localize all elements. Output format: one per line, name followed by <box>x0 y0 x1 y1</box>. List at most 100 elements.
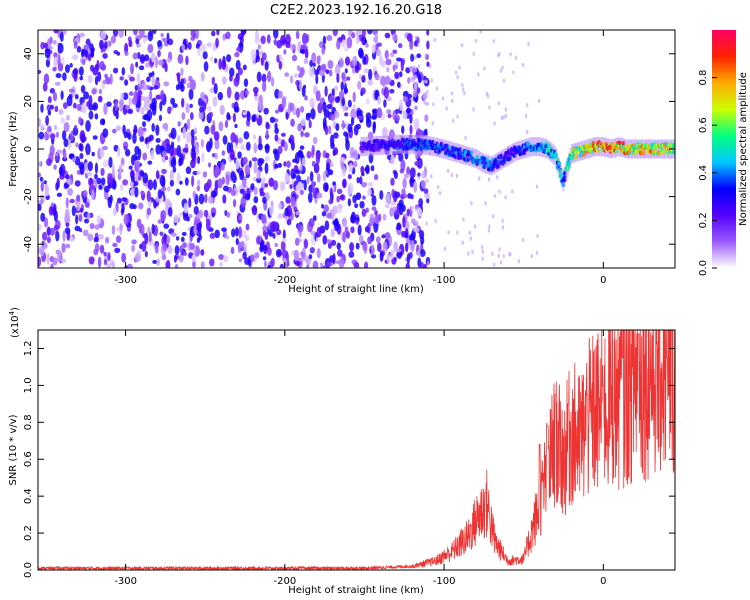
heatmap-cell <box>80 48 85 58</box>
heatmap-cell <box>284 172 290 183</box>
heatmap-cell <box>230 189 236 196</box>
heatmap-cell <box>330 142 335 150</box>
heatmap-cell <box>454 70 458 75</box>
heatmap-cell <box>362 195 366 200</box>
heatmap-cell <box>46 253 50 265</box>
heatmap-cell <box>430 174 433 179</box>
heatmap-cell <box>139 135 145 142</box>
heatmap-cell <box>361 30 366 38</box>
heatmap-cell <box>275 109 280 114</box>
heatmap-cell <box>299 66 305 77</box>
heatmap-cell <box>350 226 355 234</box>
heatmap-cell <box>536 233 539 239</box>
heatmap-cell <box>61 242 66 253</box>
heatmap-cell <box>83 44 90 50</box>
heatmap-cell <box>426 178 429 183</box>
heatmap-cell <box>290 44 295 51</box>
spectrogram-xtick-label: -300 <box>114 275 137 286</box>
heatmap-cell <box>59 31 64 42</box>
heatmap-cell <box>188 88 194 101</box>
heatmap-cell <box>39 245 45 257</box>
heatmap-cell <box>137 250 142 255</box>
heatmap-cell <box>316 55 321 65</box>
heatmap-cell <box>162 37 166 42</box>
heatmap-cell <box>392 190 398 203</box>
heatmap-cell <box>316 226 322 238</box>
heatmap-cell <box>151 97 157 107</box>
heatmap-cell <box>112 207 117 217</box>
heatmap-cell <box>65 197 69 209</box>
heatmap-cell <box>83 218 90 224</box>
heatmap-cell <box>61 130 67 141</box>
heatmap-cell <box>420 179 426 189</box>
heatmap-cell <box>107 251 111 262</box>
heatmap-cell <box>408 234 414 241</box>
heatmap-cell <box>53 224 60 231</box>
heatmap-cell <box>226 86 232 99</box>
heatmap-cell <box>394 114 400 122</box>
heatmap-cell <box>452 118 455 124</box>
heatmap-cell <box>496 175 499 180</box>
heatmap-cell <box>501 65 504 70</box>
heatmap-cell <box>385 192 391 204</box>
heatmap-cell <box>78 116 82 125</box>
heatmap-cell <box>137 94 142 103</box>
heatmap-cell <box>291 54 298 62</box>
heatmap-cell <box>252 176 258 182</box>
heatmap-cell <box>307 192 313 204</box>
heatmap-cell <box>97 95 103 103</box>
heatmap-cell <box>116 125 121 131</box>
heatmap-cell <box>46 158 52 166</box>
heatmap-cell <box>300 117 307 127</box>
heatmap-cell <box>238 258 243 263</box>
heatmap-cell <box>390 177 395 186</box>
heatmap-cell <box>330 239 337 247</box>
heatmap-cell <box>248 160 252 168</box>
heatmap-cell <box>284 207 290 217</box>
heatmap-cell <box>332 30 338 37</box>
heatmap-cell <box>281 249 288 259</box>
heatmap-cell <box>403 173 410 179</box>
heatmap-cell <box>58 166 64 176</box>
heatmap-halo <box>636 139 639 159</box>
heatmap-cell <box>215 37 219 48</box>
heatmap-cell <box>333 147 339 156</box>
heatmap-cell <box>336 242 341 250</box>
heatmap-cell <box>121 202 125 214</box>
heatmap-cell <box>158 114 163 122</box>
heatmap-cell <box>394 71 400 79</box>
heatmap-cell <box>382 241 388 253</box>
heatmap-cell <box>235 158 240 170</box>
heatmap-cell <box>324 85 328 97</box>
heatmap-cell <box>275 248 282 258</box>
heatmap-cell <box>341 119 345 130</box>
heatmap-cell <box>197 179 201 187</box>
heatmap-cell <box>346 36 353 49</box>
heatmap-cell <box>135 160 141 167</box>
heatmap-cell <box>191 175 195 187</box>
heatmap-cell <box>311 52 317 64</box>
heatmap-cell <box>377 242 382 253</box>
heatmap-cell <box>82 229 89 237</box>
heatmap-cell <box>182 127 187 140</box>
heatmap-cell <box>502 78 506 84</box>
heatmap-cell <box>99 118 106 126</box>
heatmap-cell <box>229 67 235 77</box>
heatmap-cell <box>269 116 275 124</box>
heatmap-cell <box>88 53 92 62</box>
heatmap-cell <box>214 153 219 160</box>
heatmap-cell <box>221 76 227 85</box>
heatmap-cell <box>163 223 170 229</box>
heatmap-cell <box>492 262 496 267</box>
snr-scale-exp: 4 <box>8 310 16 315</box>
heatmap-cell <box>240 196 247 208</box>
snr-xtick-label: 0 <box>600 576 606 587</box>
heatmap-cell <box>382 213 387 221</box>
heatmap-cell <box>103 251 107 257</box>
heatmap-cell <box>221 150 226 156</box>
heatmap-cell <box>272 232 276 239</box>
heatmap-cell <box>124 148 131 157</box>
heatmap-cell <box>85 120 91 132</box>
heatmap-cell <box>167 38 174 46</box>
heatmap-cell <box>44 185 50 197</box>
